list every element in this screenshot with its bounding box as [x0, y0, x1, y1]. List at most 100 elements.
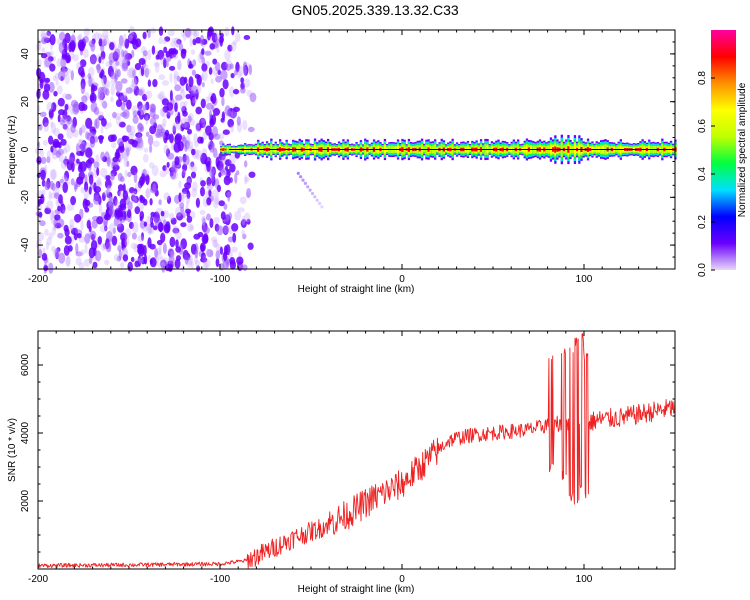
- noise-blob: [191, 69, 196, 76]
- noise-blob: [108, 122, 112, 128]
- spectrogram-x-ticks: -200 -100 0 100: [28, 30, 676, 285]
- noise-blob: [247, 242, 254, 250]
- noise-blob: [80, 249, 85, 256]
- noise-blob: [149, 162, 155, 169]
- noise-blob: [221, 96, 225, 107]
- noise-blob: [192, 85, 200, 94]
- noise-blob: [180, 84, 185, 94]
- noise-blob: [46, 237, 52, 246]
- noise-blob: [117, 138, 124, 147]
- noise-blob: [158, 26, 164, 36]
- spectrogram-x-tick-label: 100: [576, 274, 593, 285]
- noise-blob: [136, 89, 144, 96]
- noise-blob: [107, 195, 113, 206]
- noise-blob: [158, 262, 166, 270]
- noise-blob: [175, 94, 183, 101]
- noise-blob: [88, 174, 94, 185]
- noise-blob: [190, 161, 195, 168]
- noise-blob: [94, 31, 100, 41]
- noise-blob: [131, 139, 139, 148]
- noise-blob: [55, 197, 59, 207]
- noise-blob: [62, 123, 68, 130]
- noise-blob: [38, 248, 43, 257]
- noise-blob: [175, 239, 179, 249]
- noise-blob: [234, 33, 241, 42]
- noise-blob: [244, 174, 248, 185]
- spectrogram-y-ticks: -40 -20 0 20 40: [20, 29, 675, 270]
- noise-blob: [89, 131, 96, 137]
- noise-blob: [100, 99, 107, 108]
- noise-blob: [171, 248, 175, 258]
- noise-blob: [242, 119, 248, 131]
- noise-blob: [49, 168, 57, 180]
- noise-blob: [133, 75, 139, 85]
- noise-blob: [149, 125, 157, 135]
- noise-blob: [172, 125, 176, 135]
- noise-blob: [178, 180, 182, 189]
- noise-blob: [103, 34, 109, 45]
- noise-blob: [106, 156, 111, 167]
- noise-blob: [120, 78, 128, 84]
- noise-blob: [48, 190, 52, 201]
- noise-blob: [108, 223, 116, 234]
- noise-blob: [80, 219, 84, 231]
- noise-blob: [64, 170, 70, 182]
- noise-blob: [123, 33, 127, 45]
- noise-blob: [124, 142, 132, 154]
- noise-blob: [211, 189, 220, 198]
- noise-blob: [176, 60, 182, 71]
- noise-blob: [222, 225, 230, 234]
- spectrogram-y-tick-label: 0: [20, 146, 31, 152]
- noise-blob: [206, 176, 212, 187]
- noise-blob: [124, 169, 128, 178]
- noise-blob: [161, 261, 166, 273]
- noise-blob: [195, 37, 202, 44]
- noise-blob: [132, 221, 139, 233]
- noise-blob: [234, 210, 242, 221]
- noise-blob: [90, 94, 95, 102]
- noise-blob: [175, 230, 182, 240]
- noise-blob: [170, 41, 176, 48]
- noise-blob: [99, 224, 107, 233]
- noise-blob: [150, 222, 154, 228]
- noise-blob: [124, 38, 130, 49]
- snr-x-tick-label: 100: [576, 574, 593, 585]
- noise-blob: [237, 207, 245, 213]
- noise-blob: [185, 93, 191, 100]
- noise-blob: [223, 245, 228, 256]
- noise-blob: [104, 179, 112, 189]
- noise-blob: [153, 225, 158, 231]
- noise-blob: [118, 216, 125, 224]
- noise-blob: [189, 60, 192, 69]
- noise-blob: [147, 49, 152, 61]
- noise-blob: [237, 70, 242, 79]
- noise-blob: [178, 192, 182, 203]
- noise-blob: [81, 95, 88, 103]
- noise-blob: [169, 133, 174, 144]
- noise-blob: [212, 197, 219, 209]
- noise-blob: [186, 145, 194, 152]
- noise-blob: [210, 93, 217, 104]
- noise-blob: [68, 42, 73, 53]
- noise-blob: [240, 87, 246, 94]
- noise-blob: [43, 58, 47, 68]
- noise-blob: [57, 142, 62, 149]
- noise-blob: [69, 218, 75, 230]
- noise-blob: [142, 50, 148, 57]
- noise-blob: [157, 222, 164, 232]
- noise-blob: [194, 141, 199, 148]
- noise-blob: [49, 63, 56, 72]
- noise-blob: [44, 207, 52, 215]
- noise-blob: [55, 79, 59, 86]
- noise-blob: [194, 73, 200, 79]
- noise-blob: [137, 110, 141, 116]
- noise-blob: [58, 42, 66, 54]
- noise-blob: [46, 101, 54, 112]
- noise-blob: [61, 30, 65, 40]
- noise-blob: [201, 63, 208, 72]
- noise-blob: [116, 116, 121, 126]
- noise-blob: [88, 165, 92, 172]
- noise-blob: [165, 221, 171, 233]
- noise-blob: [229, 63, 234, 70]
- noise-blob: [150, 186, 157, 194]
